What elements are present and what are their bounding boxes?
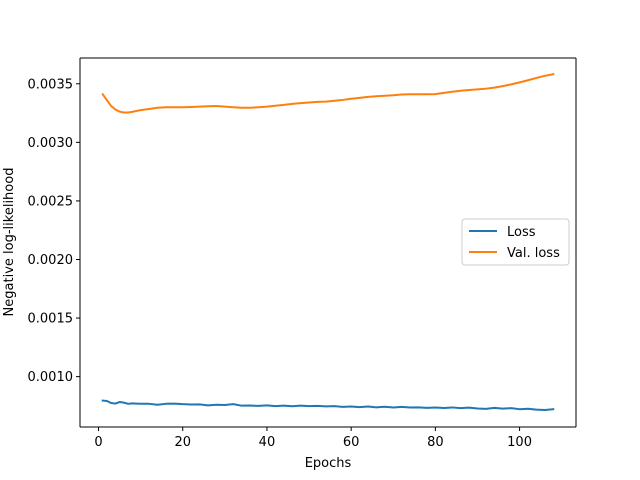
series-layer <box>101 72 555 412</box>
legend-label-loss: Loss <box>507 225 536 240</box>
x-axis-label: Epochs <box>305 456 352 471</box>
axes-frame <box>79 57 577 428</box>
y-tick-label: 0.0025 <box>28 194 74 209</box>
y-tick-label: 0.0015 <box>28 312 74 327</box>
x-axis-ticks: 0 20 40 60 80 100 <box>94 427 532 450</box>
y-axis-label: Negative log-likelihood <box>2 168 17 317</box>
x-tick-label: 80 <box>427 435 444 450</box>
y-tick-label: 0.0035 <box>28 77 74 92</box>
series-line-0 <box>101 399 555 412</box>
y-tick-label: 0.0030 <box>28 136 74 151</box>
legend: Loss Val. loss <box>461 218 570 266</box>
x-tick-label: 100 <box>507 435 532 450</box>
x-tick-label: 20 <box>174 435 191 450</box>
legend-label-val-loss: Val. loss <box>507 246 560 261</box>
y-tick-label: 0.0010 <box>28 370 74 385</box>
x-tick-label: 60 <box>343 435 360 450</box>
series-line-1 <box>101 72 555 114</box>
x-tick-label: 0 <box>94 435 102 450</box>
y-axis-ticks: 0.0010 0.0015 0.0020 0.0025 0.0030 0.0035 <box>28 77 80 385</box>
x-tick-label: 40 <box>259 435 276 450</box>
y-tick-label: 0.0020 <box>28 253 74 268</box>
